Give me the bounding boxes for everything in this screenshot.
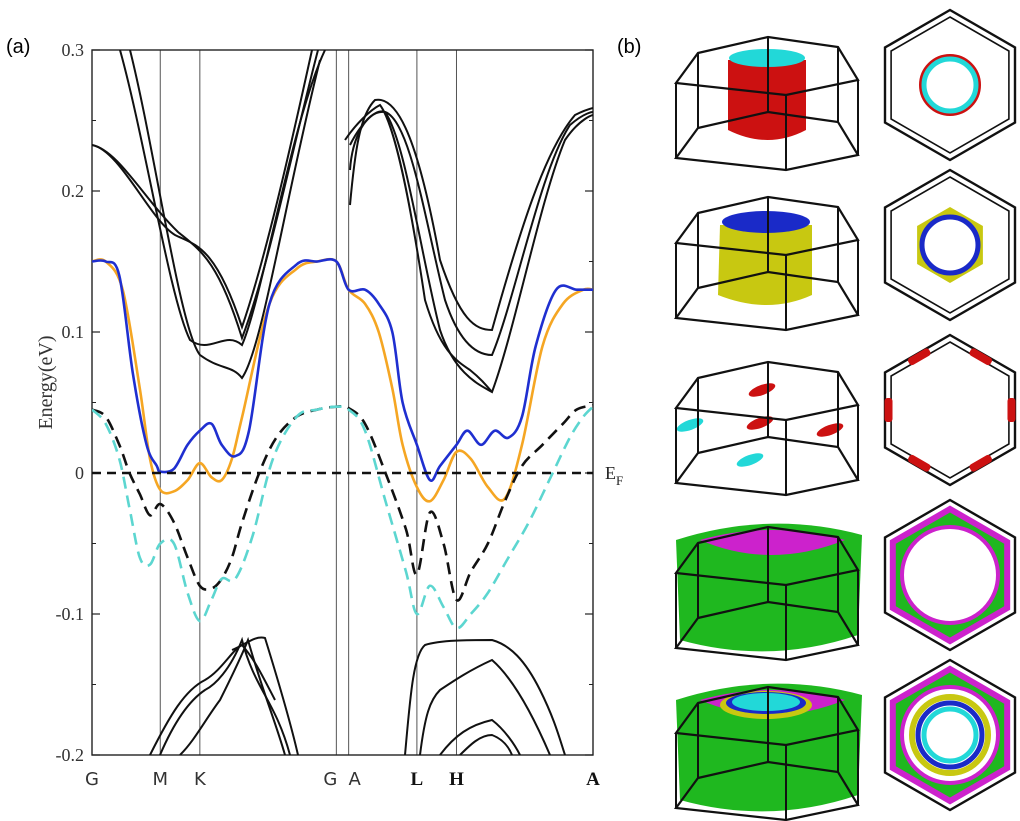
hole [900, 525, 1000, 625]
ytick-label: 0.2 [62, 181, 85, 201]
ring-blue [915, 700, 985, 770]
background-band [344, 103, 493, 393]
background-band [179, 636, 286, 755]
background-band [349, 110, 593, 394]
background-band [459, 733, 513, 755]
ring-inner [919, 214, 981, 276]
ring-inner [921, 56, 979, 114]
pocket [736, 453, 764, 467]
fermi-surface-3d-band-2 [673, 195, 860, 332]
pocket [907, 348, 931, 366]
ytick-label: -0.2 [56, 745, 85, 765]
pocket [746, 416, 774, 430]
fermi-surface-3d-band-1 [673, 35, 860, 172]
bz-hex-outer [883, 658, 1017, 812]
background-band [119, 50, 326, 347]
background-band [92, 50, 319, 342]
fermi-surface-3d-band-3 [673, 360, 860, 497]
bz-hex-outer [883, 8, 1017, 162]
cap-cyan [732, 693, 800, 711]
band-lines [92, 50, 593, 755]
ytick-label: 0.1 [62, 322, 85, 342]
bz-hex-inner [890, 176, 1010, 314]
pocket [907, 454, 931, 472]
pocket [1007, 398, 1016, 422]
pocket [884, 398, 893, 422]
pocket [969, 454, 993, 472]
bz-hex-inner [890, 341, 1010, 479]
fermi-label-subscript: F [616, 473, 623, 488]
background-band [231, 636, 299, 755]
ring-outer [917, 206, 983, 284]
cylinder-cap [722, 211, 810, 233]
pocket [816, 423, 844, 437]
fermi-surface-3d-band-4 [673, 523, 862, 662]
fermi-surface-top-band-1 [883, 8, 1017, 162]
fermi-surface-top-combined [883, 658, 1017, 812]
background-band [92, 50, 313, 331]
kpoint-label: G [323, 769, 337, 790]
kpoint-label: L [411, 769, 424, 790]
fermi-surface-top-band-3 [883, 333, 1017, 487]
y-axis-label: Energy(eV) [35, 335, 57, 429]
ring-yellow [909, 694, 991, 776]
band-series-2 [92, 258, 593, 483]
bz-hex-outer [883, 498, 1017, 652]
fermi-surface-3d-combined [673, 683, 862, 821]
background-band [149, 643, 276, 755]
background-band [419, 658, 551, 755]
ring-cyan [921, 706, 979, 764]
ytick-label: 0 [75, 463, 84, 483]
panel-label-a: (a) [6, 36, 31, 58]
ytick-label: -0.1 [56, 604, 85, 624]
background-band [404, 638, 566, 755]
ytick-label: 0.3 [62, 40, 85, 60]
fermi-surface-top-band-4 [883, 498, 1017, 652]
kpoint-label: A [586, 769, 600, 790]
pocket [676, 418, 704, 432]
bz-bottom-face [673, 435, 860, 497]
band-series-4 [92, 405, 593, 630]
sheet-top [700, 530, 845, 555]
bz-hex-outer [883, 168, 1017, 322]
cylinder-surface [718, 225, 812, 305]
background-band [439, 718, 521, 755]
pocket [969, 348, 993, 366]
kpoint-label: K [194, 769, 207, 790]
bz-hex-outer [883, 333, 1017, 487]
kpoint-label: A [348, 769, 361, 790]
background-band [129, 50, 321, 380]
pocket [748, 383, 776, 397]
panel-label-b: (b) [617, 36, 642, 58]
kpoint-label: G [85, 769, 99, 790]
kpoint-label: M [152, 769, 168, 790]
kpoint-label: H [449, 769, 464, 790]
background-band [349, 98, 593, 332]
fermi-surface-top-band-2 [883, 168, 1017, 322]
background-band [159, 636, 291, 755]
bz-hex-inner [890, 16, 1010, 154]
